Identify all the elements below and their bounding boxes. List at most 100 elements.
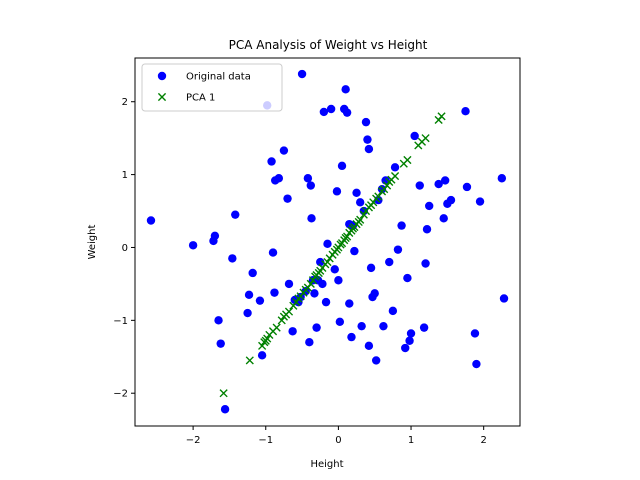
plot-frame (134, 57, 521, 427)
original-data-point (274, 174, 284, 183)
y-axis-label: Weight (87, 225, 98, 260)
original-data-point (355, 198, 365, 207)
original-data-point (307, 214, 316, 223)
original-data-point (446, 195, 456, 205)
original-data-point (231, 210, 240, 219)
original-data-point (406, 329, 416, 338)
original-data-point (440, 176, 450, 185)
pca-1-point (374, 192, 383, 201)
original-data-point (347, 332, 356, 342)
original-data-point (439, 214, 448, 223)
original-data-point (352, 188, 361, 198)
original-data-point (341, 85, 350, 94)
original-data-point (303, 174, 313, 183)
pca-1-point (308, 276, 318, 285)
original-data-point (220, 405, 230, 414)
original-data-point (228, 254, 237, 263)
original-data-point (363, 135, 372, 144)
original-data-point (337, 161, 347, 171)
pca-1-point (284, 307, 294, 316)
original-data-point (370, 289, 379, 298)
original-data-point (475, 197, 485, 206)
original-data-point (421, 259, 430, 268)
original-data-point (146, 216, 156, 225)
pca-1-point (277, 316, 286, 325)
original-data-point (422, 225, 432, 234)
pca-1-point (258, 341, 267, 350)
original-data-point (434, 179, 443, 189)
x-tick-label: 0 (335, 435, 341, 446)
y-tick-label: 0 (122, 243, 128, 254)
original-data-point (188, 241, 198, 250)
original-data-point (393, 245, 403, 254)
pca-1-point (356, 215, 365, 224)
pca-1-point (343, 232, 352, 241)
chart-title: PCA Analysis of Weight vs Height (229, 38, 428, 52)
original-data-point (288, 327, 297, 336)
original-data-point (401, 343, 410, 353)
original-data-point (385, 257, 394, 267)
original-data-point (214, 316, 223, 325)
original-data-point (297, 69, 307, 79)
original-data-point (357, 321, 366, 331)
original-data-point (326, 104, 336, 114)
original-data-point (419, 323, 429, 332)
original-data-point (342, 108, 352, 117)
pca-1-point (382, 181, 392, 190)
legend-label: PCA 1 (186, 93, 215, 104)
series-original-data (146, 69, 509, 414)
original-data-point (461, 106, 470, 116)
original-data-point (312, 323, 321, 332)
original-data-point (415, 181, 424, 190)
original-data-point (364, 144, 374, 154)
original-data-point (330, 265, 339, 274)
pca-1-point (272, 323, 281, 332)
x-axis-label: Height (310, 459, 343, 470)
original-data-point (318, 279, 327, 289)
original-data-point (403, 273, 412, 283)
points-layer (146, 69, 509, 414)
legend: Original data PCA 1 (141, 63, 283, 112)
original-data-point (270, 288, 279, 297)
y-tick-label: −2 (113, 389, 128, 400)
legend-box (141, 63, 283, 112)
original-data-point (248, 268, 257, 278)
pca-1-point (323, 257, 332, 267)
original-data-point (361, 117, 371, 127)
original-data-point (267, 157, 276, 166)
pca-1-point (245, 356, 254, 365)
original-data-point (497, 174, 507, 183)
pca-1-point (403, 155, 412, 165)
original-data-point (283, 194, 292, 203)
pca-1-point (306, 279, 315, 288)
original-data-point (410, 131, 419, 141)
y-tick-label: −1 (113, 316, 128, 327)
original-data-point (424, 201, 434, 211)
original-data-point (388, 306, 398, 316)
original-data-point (319, 107, 329, 117)
original-data-point (499, 294, 509, 303)
original-data-point (210, 231, 220, 241)
original-data-point (350, 246, 359, 256)
y-tick-label: 2 (122, 97, 128, 108)
legend-label: Original data (186, 72, 251, 83)
original-data-point (243, 308, 252, 318)
original-data-point (379, 321, 388, 331)
x-tick-label: −2 (186, 435, 201, 446)
original-data-point (255, 296, 265, 305)
pca-1-point (421, 134, 430, 143)
original-data-point (397, 221, 406, 230)
pca-1-point (437, 112, 446, 121)
pca-1-point (219, 389, 228, 398)
original-data-point (371, 356, 381, 365)
x-tick-label: 1 (408, 435, 414, 446)
original-data-point (268, 248, 278, 257)
legend-marker (157, 92, 167, 102)
original-data-point (390, 163, 400, 172)
y-tick-label: 1 (122, 170, 128, 181)
pca-1-point (359, 210, 368, 219)
original-data-point (279, 146, 289, 155)
original-data-point (345, 299, 354, 308)
original-data-point (334, 276, 343, 285)
